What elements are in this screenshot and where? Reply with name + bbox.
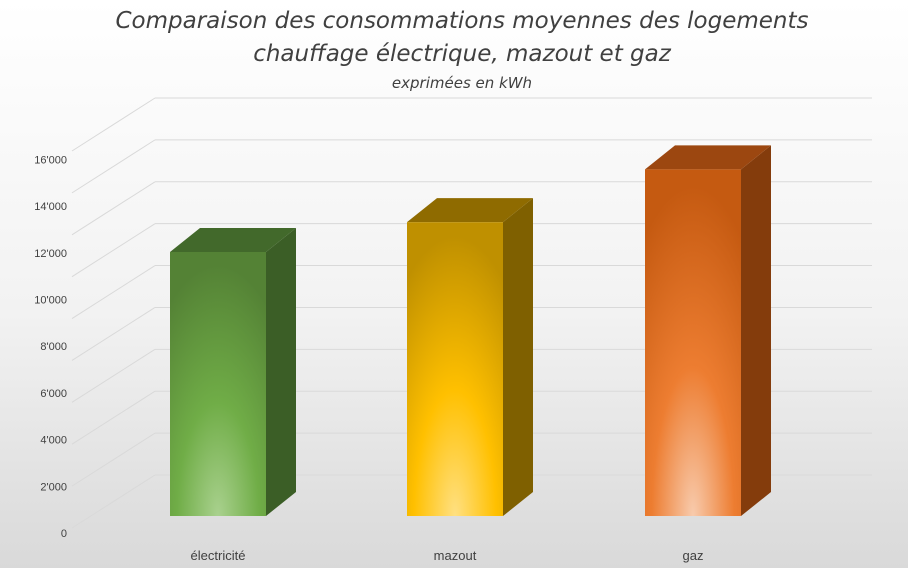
grid-diagonal [71, 348, 156, 403]
y-tick-label: 12'000 [34, 248, 67, 260]
chart-title-line-1: Comparaison des consommations moyennes d… [116, 8, 809, 34]
y-tick-label: 0 [61, 528, 67, 540]
y-tick-label: 6'000 [40, 388, 67, 400]
x-category-label: électricité [191, 548, 246, 563]
grid-diagonal [71, 474, 156, 529]
chart-title-line-2: chauffage électrique, mazout et gaz [253, 41, 672, 67]
x-category-label: mazout [434, 548, 477, 563]
y-tick-label: 14'000 [34, 201, 67, 213]
grid-diagonal [71, 265, 156, 319]
bar-mazout [407, 198, 533, 516]
y-tick-label: 16'000 [34, 154, 67, 166]
grid-diagonal [71, 432, 156, 487]
bar-front-face [407, 222, 503, 516]
bar-side-face [741, 145, 771, 517]
x-axis-labels: électricité mazout gaz [191, 548, 704, 563]
chart-subtitle: exprimées en kWh [392, 74, 532, 92]
bar-top-face [170, 228, 296, 252]
y-tick-label: 8'000 [40, 341, 67, 353]
y-axis-ticks: 0 2'000 4'000 6'000 8'000 10'000 12'000 14'000 1… [34, 154, 67, 540]
bar-front-face [170, 252, 266, 516]
bar-électricité [170, 228, 296, 516]
bar-side-face [266, 228, 296, 516]
bar-top-face [407, 198, 533, 223]
bar-top-face [645, 145, 771, 170]
grid-diagonal [71, 390, 156, 445]
x-category-label: gaz [683, 548, 704, 563]
y-tick-label: 2'000 [40, 481, 67, 493]
grid-diagonal [71, 97, 156, 152]
grid-diagonal [71, 307, 156, 361]
grid-diagonal [71, 139, 156, 194]
bar-side-face [503, 198, 533, 516]
y-tick-label: 10'000 [34, 295, 67, 307]
bar-gaz [645, 145, 771, 517]
bar-front-face [645, 169, 741, 517]
grid-diagonal [71, 181, 156, 236]
grid-diagonal [71, 223, 156, 278]
bars [170, 145, 771, 517]
y-tick-label: 4'000 [40, 435, 67, 447]
